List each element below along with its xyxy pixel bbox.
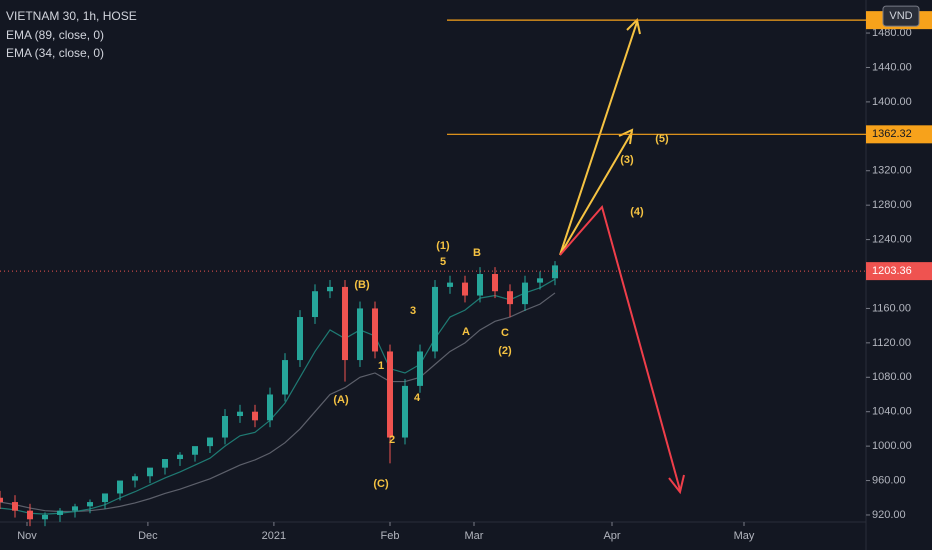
candle-body: [237, 411, 244, 417]
wave-label: (3): [620, 154, 634, 166]
candle-body: [27, 510, 34, 520]
arrow: [559, 21, 638, 256]
candle-body: [327, 286, 334, 292]
legend-entry: EMA (89, close, 0): [6, 28, 104, 42]
candle-body: [222, 416, 229, 438]
candle-body: [0, 497, 3, 503]
plot: [0, 261, 559, 527]
level-label: 1362.32: [872, 128, 912, 140]
y-tick-label: 1000.00: [872, 440, 912, 452]
y-tick-label: 1080.00: [872, 371, 912, 383]
candle-body: [267, 394, 274, 421]
candle-body: [192, 446, 199, 455]
candle-body: [417, 351, 424, 386]
wave-label: A: [462, 326, 470, 338]
y-tick-label: 1400.00: [872, 96, 912, 108]
candle-body: [492, 274, 499, 292]
wave-label: 4: [414, 392, 421, 404]
wave-label: B: [473, 247, 481, 259]
candle-body: [102, 493, 109, 503]
last-price-label: 1203.36: [872, 265, 912, 277]
x-tick-label: Apr: [603, 530, 620, 542]
y-tick-label: 1320.00: [872, 165, 912, 177]
candle-body: [432, 286, 439, 352]
x-tick-label: Dec: [138, 530, 158, 542]
candle-body: [357, 308, 364, 361]
candle-body: [282, 360, 289, 395]
y-tick-label: 1120.00: [872, 337, 911, 349]
candle-body: [42, 514, 49, 520]
candle-body: [477, 274, 484, 296]
y-tick-label: 1280.00: [872, 199, 912, 211]
candle-body: [552, 265, 559, 279]
arrow-head: [668, 474, 685, 495]
y-tick-label: 960.00: [872, 474, 906, 486]
candle-body: [57, 510, 64, 515]
candle-body: [312, 291, 319, 318]
candle-body: [387, 351, 394, 438]
y-tick-label: 1480.00: [872, 27, 912, 39]
candle-body: [252, 411, 259, 421]
last-price-badge: [866, 262, 932, 281]
candle-body: [522, 282, 529, 305]
candle-body: [177, 454, 184, 460]
y-tick-label: 1040.00: [872, 406, 912, 418]
wave-label: (5): [655, 133, 669, 145]
currency-label: VND: [889, 10, 912, 22]
wave-label: (1): [436, 240, 450, 252]
candle-body: [342, 286, 349, 361]
x-tick-label: May: [734, 530, 755, 542]
wave-label: 2: [389, 434, 395, 446]
wave-label: (B): [354, 279, 370, 291]
chart-title: VIETNAM 30, 1h, HOSE: [6, 9, 137, 23]
candle-body: [12, 502, 19, 511]
wave-label: (4): [630, 206, 644, 218]
y-tick-label: 1240.00: [872, 233, 912, 245]
candle-body: [507, 291, 514, 305]
candle-body: [402, 385, 409, 438]
wave-label: (C): [373, 478, 389, 490]
level-badge: [866, 125, 932, 144]
wave-label: C: [501, 327, 509, 339]
legend-entry: EMA (34, close, 0): [6, 46, 104, 60]
candle-body: [132, 476, 139, 481]
x-tick-label: Mar: [465, 530, 484, 542]
y-tick-label: 1160.00: [872, 302, 911, 314]
x-tick-label: 2021: [262, 530, 286, 542]
arrow: [559, 204, 681, 491]
candle-body: [372, 308, 379, 352]
x-tick-label: Feb: [381, 530, 400, 542]
x-tick-label: Nov: [17, 530, 37, 542]
candle-body: [207, 437, 214, 447]
candle-body: [297, 317, 304, 361]
wave-label: (A): [333, 394, 349, 406]
wave-label: (2): [498, 345, 512, 357]
candle-body: [537, 278, 544, 283]
candle-body: [147, 467, 154, 477]
arrow: [559, 131, 633, 256]
candle-body: [462, 282, 469, 296]
y-tick-label: 920.00: [872, 509, 906, 521]
ema-line: [0, 278, 556, 515]
candle-body: [87, 502, 94, 507]
wave-label: 1: [378, 360, 384, 372]
wave-label: 3: [410, 305, 416, 317]
drawings: [559, 17, 685, 495]
currency-badge: [882, 5, 920, 27]
candle-body: [447, 282, 454, 287]
wave-label: 5: [440, 256, 446, 268]
candle-body: [117, 480, 124, 494]
candle-body: [72, 506, 79, 511]
ema-line: [0, 292, 556, 513]
y-tick-label: 1440.00: [872, 61, 912, 73]
candle-body: [162, 459, 169, 468]
